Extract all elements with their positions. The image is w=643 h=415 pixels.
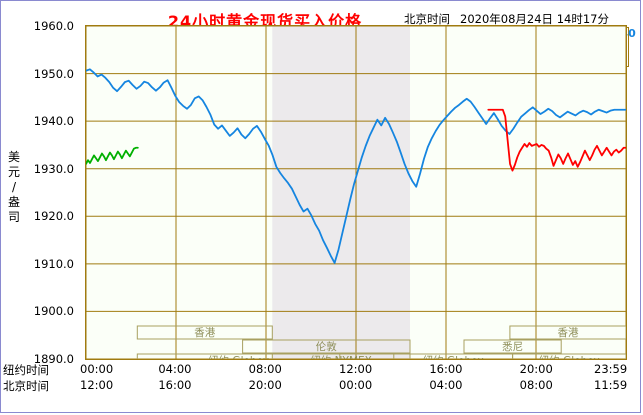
y-axis-title-char: / [11, 180, 17, 194]
clock-label: 北京时间 [404, 12, 450, 26]
session-bar-label: 悉尼 [502, 341, 523, 353]
y-axis-title-char: 司 [7, 210, 20, 224]
beijing-clock: 北京时间 2020年08月24日 14时17分 [404, 11, 609, 27]
y-axis-tick-label: 1910.0 [33, 256, 74, 271]
x-axis-tick-label: 23:59 [594, 362, 628, 376]
x-axis-tick-label: 00:00 [80, 362, 114, 376]
session-bar [271, 353, 411, 359]
y-axis-tick-label: 1960.0 [33, 19, 74, 33]
series-line-08月23日 [487, 108, 626, 172]
y-axis-tick-label: 1900.0 [33, 304, 74, 319]
session-bar [136, 325, 273, 340]
session-bar [393, 353, 514, 359]
session-bar-label: 纽约 Globex [423, 354, 484, 359]
clock-value: 2020年08月24日 14时17分 [460, 12, 609, 26]
x-axis-row-label: 北京时间 [3, 379, 49, 393]
x-axis-tick-label: 11:59 [594, 378, 628, 392]
x-axis-tick-label: 04:00 [429, 378, 463, 392]
x-axis-tick-label: 20:00 [519, 362, 553, 376]
x-axis-tick-label: 16:00 [158, 378, 192, 392]
x-axis-tick-label: 12:00 [339, 362, 373, 376]
y-axis-tick-label: 1950.0 [33, 66, 74, 81]
y-axis-tick-label: 1890.0 [33, 352, 74, 366]
x-axis-row-label: 纽约时间 [3, 363, 49, 377]
session-bar [242, 339, 411, 354]
session-bar [512, 353, 626, 359]
session-bar-label: 纽约 Globex [539, 354, 600, 359]
x-axis-tick-label: 12:00 [80, 378, 114, 392]
y-axis-title: 美元 / 盎司 [6, 150, 22, 225]
session-bar [136, 353, 341, 359]
x-axis-tick-label: 16:00 [429, 362, 463, 376]
x-axis-tick-label: 08:00 [519, 378, 553, 392]
nymex-session-shading [272, 26, 410, 359]
y-axis-title-char: 美 [7, 150, 20, 164]
y-axis-tick-label: 1920.0 [33, 209, 74, 224]
x-axis-tick-label: 00:00 [339, 378, 373, 392]
x-axis-tick-label: 08:00 [248, 362, 282, 376]
session-bar-label: 伦敦 [316, 340, 337, 353]
y-axis-title-char: 盎 [7, 195, 20, 209]
session-bar-label: 香港 [194, 327, 215, 339]
x-axis-tick-label: 04:00 [158, 362, 192, 376]
session-bar-label: 纽约 Globex [208, 354, 269, 359]
y-axis-tick-label: 1940.0 [33, 114, 74, 129]
series-line-08月21日 [86, 68, 626, 264]
x-axis-tick-label: 20:00 [248, 378, 282, 392]
session-bar [463, 339, 562, 354]
y-axis-tick-label: 1930.0 [33, 161, 74, 176]
y-axis-title-char: 元 [7, 165, 20, 179]
series-line-08月24日 [86, 146, 139, 165]
session-bar-label: 香港 [558, 327, 579, 339]
session-bar-label: 纽约 NYMEX [310, 354, 372, 359]
